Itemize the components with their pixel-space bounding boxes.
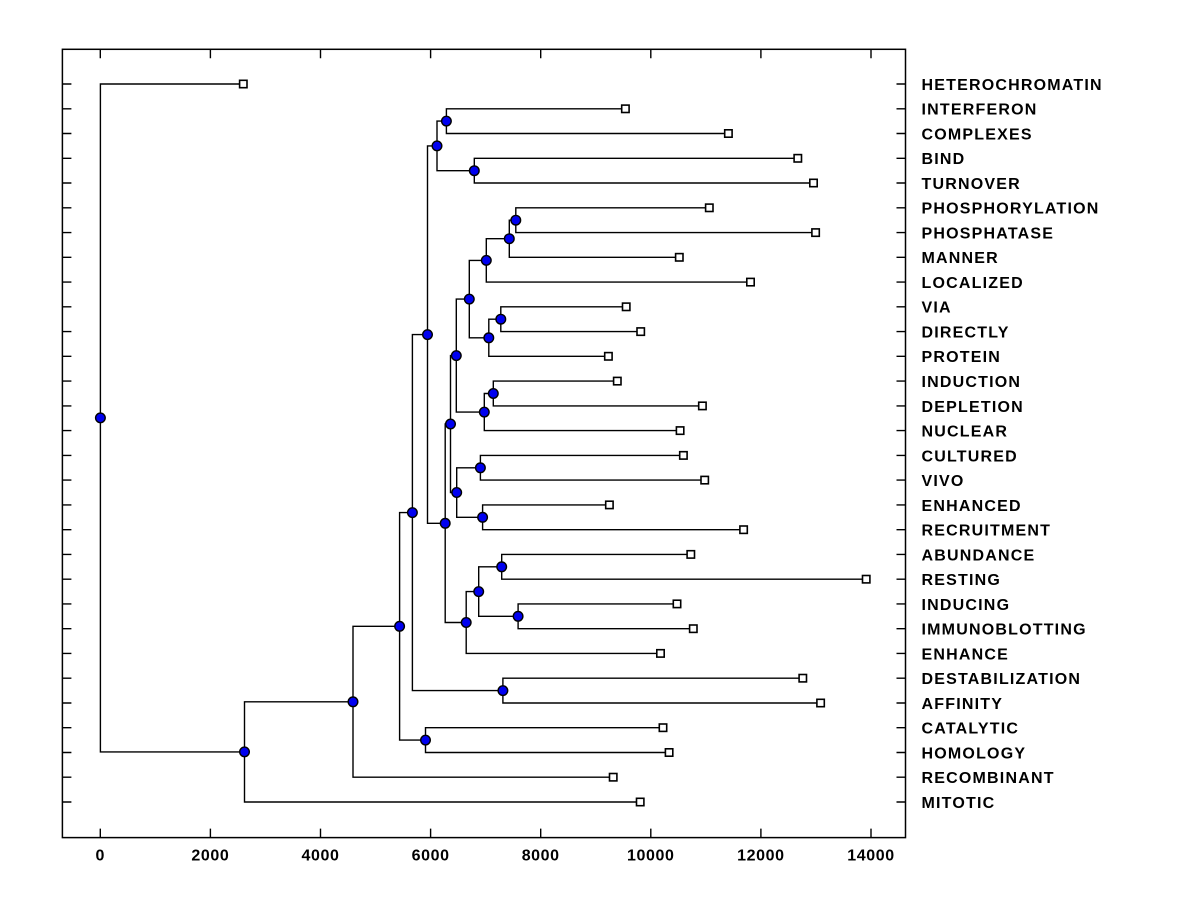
- svg-text:RECRUITMENT: RECRUITMENT: [922, 523, 1052, 540]
- svg-text:DIRECTLY: DIRECTLY: [922, 325, 1010, 342]
- svg-text:INDUCTION: INDUCTION: [922, 374, 1022, 391]
- svg-text:DEPLETION: DEPLETION: [922, 399, 1024, 416]
- svg-text:0: 0: [96, 847, 106, 864]
- svg-text:PHOSPHORYLATION: PHOSPHORYLATION: [922, 201, 1100, 218]
- svg-text:HOMOLOGY: HOMOLOGY: [922, 745, 1027, 762]
- svg-text:MITOTIC: MITOTIC: [922, 795, 996, 812]
- svg-text:COMPLEXES: COMPLEXES: [922, 126, 1033, 143]
- svg-text:12000: 12000: [737, 847, 785, 864]
- svg-text:VIVO: VIVO: [922, 473, 965, 490]
- svg-text:BIND: BIND: [922, 151, 966, 168]
- svg-text:MANNER: MANNER: [922, 250, 999, 267]
- svg-text:PROTEIN: PROTEIN: [922, 349, 1002, 366]
- svg-text:HETEROCHROMATIN: HETEROCHROMATIN: [922, 77, 1103, 94]
- svg-text:INDUCING: INDUCING: [922, 597, 1011, 614]
- svg-text:RECOMBINANT: RECOMBINANT: [922, 770, 1055, 787]
- svg-text:4000: 4000: [302, 847, 340, 864]
- svg-text:CULTURED: CULTURED: [922, 448, 1018, 465]
- svg-text:ABUNDANCE: ABUNDANCE: [922, 547, 1036, 564]
- svg-text:ENHANCED: ENHANCED: [922, 498, 1022, 515]
- svg-text:IMMUNOBLOTTING: IMMUNOBLOTTING: [922, 622, 1087, 639]
- svg-text:AFFINITY: AFFINITY: [922, 696, 1004, 713]
- svg-text:RESTING: RESTING: [922, 572, 1002, 589]
- svg-text:6000: 6000: [412, 847, 450, 864]
- svg-text:LOCALIZED: LOCALIZED: [922, 275, 1024, 292]
- svg-text:2000: 2000: [191, 847, 229, 864]
- svg-text:10000: 10000: [627, 847, 675, 864]
- svg-text:DESTABILIZATION: DESTABILIZATION: [922, 671, 1082, 688]
- svg-text:14000: 14000: [847, 847, 895, 864]
- svg-text:INTERFERON: INTERFERON: [922, 102, 1038, 119]
- svg-text:CATALYTIC: CATALYTIC: [922, 721, 1020, 738]
- svg-text:VIA: VIA: [922, 300, 952, 317]
- svg-text:NUCLEAR: NUCLEAR: [922, 424, 1009, 441]
- svg-text:PHOSPHATASE: PHOSPHATASE: [922, 226, 1055, 243]
- svg-text:8000: 8000: [522, 847, 560, 864]
- svg-text:ENHANCE: ENHANCE: [922, 646, 1010, 663]
- svg-text:TURNOVER: TURNOVER: [922, 176, 1021, 193]
